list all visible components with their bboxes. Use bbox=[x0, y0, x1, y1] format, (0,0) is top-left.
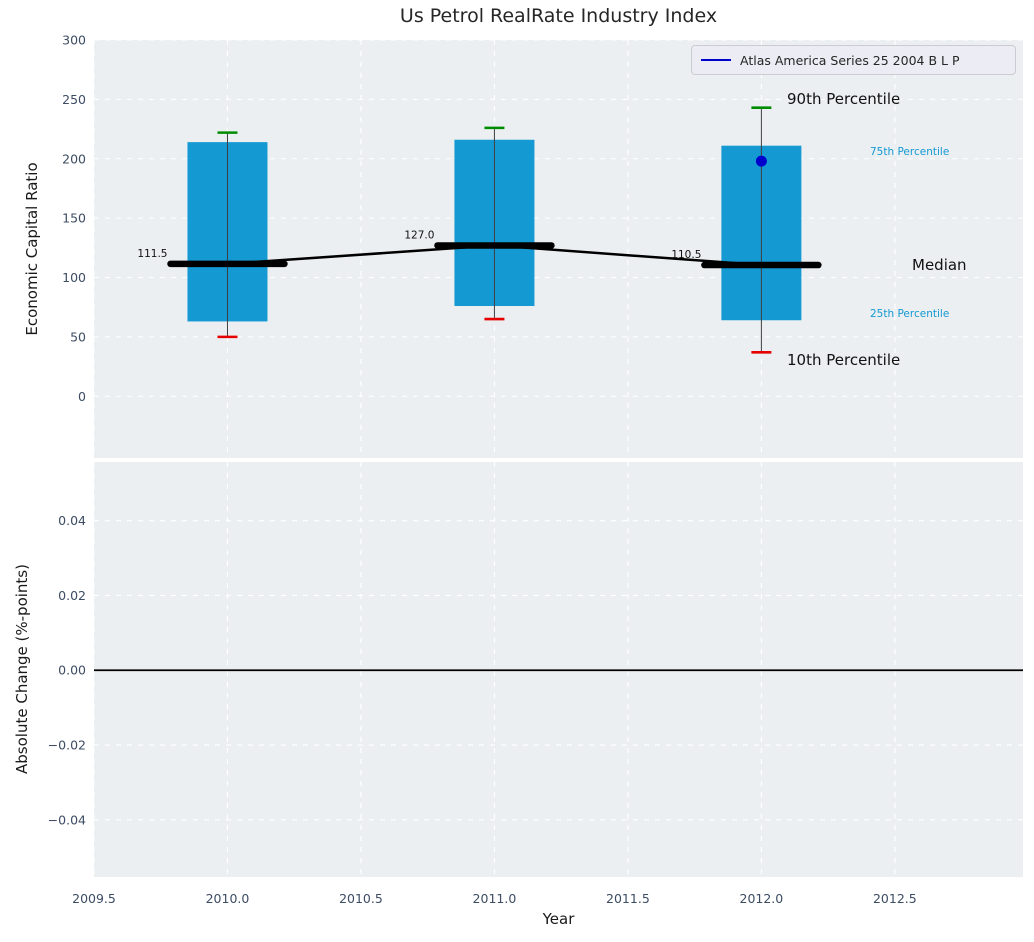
bottom-ytick-label: 0.00 bbox=[58, 663, 86, 678]
legend-label: Atlas America Series 25 2004 B L P bbox=[740, 52, 960, 68]
xtick-label: 2009.5 bbox=[72, 891, 116, 906]
bottom-ytick-label: 0.04 bbox=[58, 513, 86, 528]
xtick-label: 2010.5 bbox=[339, 891, 383, 906]
annotation-75th-percentile: 75th Percentile bbox=[870, 146, 950, 158]
top-ytick-label: 300 bbox=[62, 33, 86, 48]
xtick-label: 2011.0 bbox=[473, 891, 517, 906]
bottom-ytick-label: 0.02 bbox=[58, 588, 86, 603]
series-point-dot bbox=[755, 155, 767, 167]
top-ytick-label: 0 bbox=[78, 389, 86, 404]
median-value-label: 110.5 bbox=[671, 249, 701, 261]
median-value-label: 127.0 bbox=[404, 229, 434, 241]
annotation-median: Median bbox=[912, 256, 967, 274]
bottom-ytick-label: −0.02 bbox=[48, 738, 86, 753]
annotation-90th-percentile: 90th Percentile bbox=[787, 90, 901, 108]
annotation-25th-percentile: 25th Percentile bbox=[870, 308, 950, 320]
xtick-label: 2012.5 bbox=[873, 891, 917, 906]
top-ytick-label: 250 bbox=[62, 92, 86, 107]
top-ytick-label: 100 bbox=[62, 270, 86, 285]
median-value-label: 111.5 bbox=[137, 248, 167, 260]
bottom-ytick-label: −0.04 bbox=[48, 812, 86, 827]
top-ytick-label: 50 bbox=[70, 329, 86, 344]
xtick-label: 2010.0 bbox=[206, 891, 250, 906]
y-axis-label-top: Economic Capital Ratio bbox=[23, 162, 41, 336]
top-ytick-label: 150 bbox=[62, 211, 86, 226]
y-axis-label-bottom: Absolute Change (%-points) bbox=[13, 564, 31, 774]
top-ytick-label: 200 bbox=[62, 151, 86, 166]
chart-title: Us Petrol RealRate Industry Index bbox=[399, 5, 718, 27]
xtick-label: 2011.5 bbox=[606, 891, 650, 906]
x-axis-label: Year bbox=[542, 910, 575, 928]
annotation-10th-percentile: 10th Percentile bbox=[787, 351, 901, 369]
legend: Atlas America Series 25 2004 B L P bbox=[691, 45, 1016, 75]
xtick-label: 2012.0 bbox=[740, 891, 784, 906]
legend-line-sample bbox=[701, 59, 731, 61]
